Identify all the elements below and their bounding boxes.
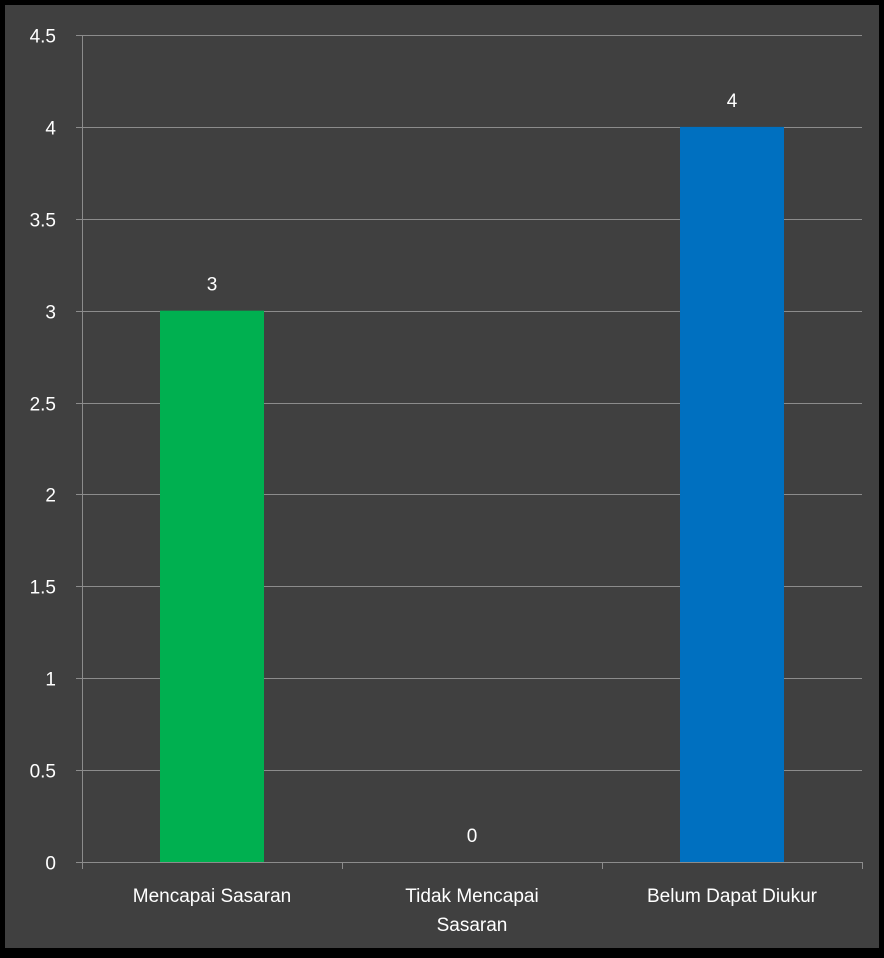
x-axis: Mencapai Sasaran Tidak Mencapai Sasaran Bel… xyxy=(82,862,863,936)
x-category-label: Belum Dapat Diukur xyxy=(647,886,818,907)
y-tick-label: 0.5 xyxy=(30,762,56,783)
y-tick-label: 4 xyxy=(45,119,56,140)
y-tick-label: 4.5 xyxy=(30,27,56,48)
bar xyxy=(680,126,784,862)
y-tick-label: 1.5 xyxy=(30,578,56,599)
y-tick-label: 3.5 xyxy=(30,211,56,232)
x-category-label: Tidak Mencapai Sasaran xyxy=(405,886,538,936)
y-axis: 0 0.5 1 1.5 2 2.5 3 3.5 4 4.5 xyxy=(30,27,83,875)
data-label: 0 xyxy=(467,826,478,847)
y-tick-label: 1 xyxy=(45,670,56,691)
y-tick-label: 2 xyxy=(45,486,56,507)
y-tick-label: 2.5 xyxy=(30,395,56,416)
bar xyxy=(160,310,264,863)
data-label: 3 xyxy=(207,275,218,296)
bars xyxy=(160,126,784,863)
y-tick-label: 3 xyxy=(45,303,56,324)
data-label: 4 xyxy=(727,91,738,112)
y-tick-label: 0 xyxy=(45,854,56,875)
x-category-label: Mencapai Sasaran xyxy=(133,886,291,907)
data-labels: 3 0 4 xyxy=(207,91,738,847)
